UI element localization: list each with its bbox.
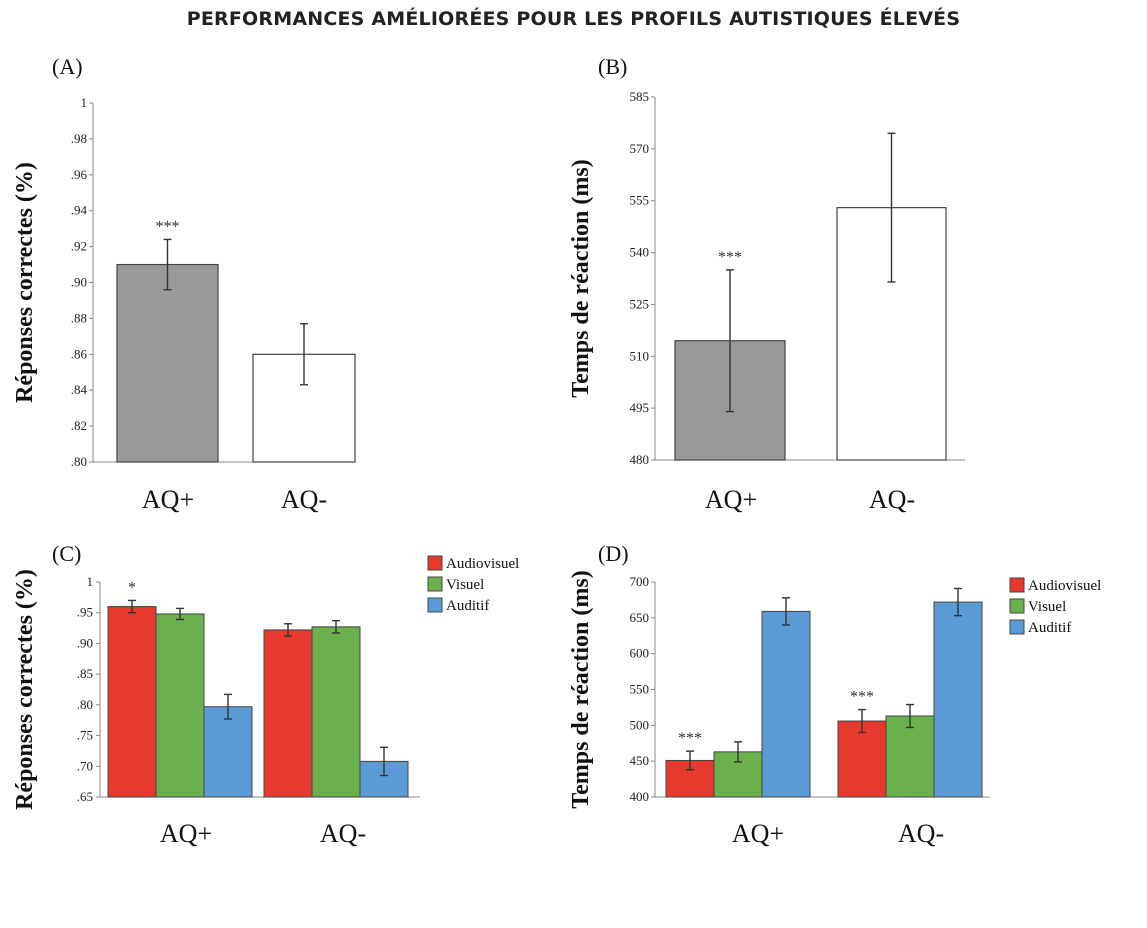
x-category-label: AQ- xyxy=(898,819,944,848)
y-tick-label: .75 xyxy=(77,728,93,743)
legend-swatch xyxy=(427,597,443,613)
y-tick-label: 650 xyxy=(630,610,650,625)
chart-panel-b: (B) 480 495 510 525 540 555 570 585 Temps de réac… xyxy=(568,54,965,514)
x-category-label: AQ- xyxy=(281,485,327,514)
legend-label: Visuel xyxy=(1028,599,1066,615)
legend: Audiovisuel Visuel Auditif xyxy=(427,555,519,614)
bar-auditif xyxy=(203,706,253,798)
y-tick-label: 540 xyxy=(630,245,650,260)
y-axis-title: Réponses correctes (%) xyxy=(12,162,38,403)
y-tick-label: .90 xyxy=(71,275,87,290)
panel-label: (A) xyxy=(52,54,83,79)
y-tick-label: .85 xyxy=(77,666,93,681)
x-category-label: AQ+ xyxy=(705,485,757,514)
y-tick-label: .84 xyxy=(71,382,88,397)
bar-auditif xyxy=(761,610,811,798)
y-tick-label: .65 xyxy=(77,789,93,804)
y-tick-label: .98 xyxy=(71,131,87,146)
y-tick-label: 585 xyxy=(630,89,650,104)
y-tick-label: 510 xyxy=(630,348,650,363)
bar-audiovisuel xyxy=(837,720,887,798)
panel-label: (B) xyxy=(598,54,627,79)
y-tick-label: .82 xyxy=(71,418,87,433)
bar-audiovisuel xyxy=(263,629,313,798)
y-tick-label: .86 xyxy=(71,346,88,361)
y-tick-label: 1 xyxy=(87,574,94,589)
legend-label: Auditif xyxy=(446,598,489,614)
y-tick-label: 555 xyxy=(630,193,650,208)
significance-marker: *** xyxy=(678,730,702,747)
y-tick-label: .80 xyxy=(71,454,87,469)
legend-swatch xyxy=(1009,577,1025,593)
legend-swatch xyxy=(1009,619,1025,635)
x-category-label: AQ- xyxy=(869,485,915,514)
y-axis-title: Temps de réaction (ms) xyxy=(568,159,594,397)
y-tick-label: 525 xyxy=(630,296,650,311)
bar-auditif xyxy=(933,601,983,798)
y-tick-label: 450 xyxy=(630,753,650,768)
y-tick-label: 700 xyxy=(630,574,650,589)
y-tick-label: 600 xyxy=(630,646,650,661)
legend-label: Audiovisuel xyxy=(446,556,519,572)
y-tick-label: 400 xyxy=(630,789,650,804)
legend-label: Auditif xyxy=(1028,620,1071,636)
y-tick-label: .92 xyxy=(71,239,87,254)
bar-visuel xyxy=(311,626,361,798)
bar-audiovisuel xyxy=(107,606,157,798)
figure-title: PERFORMANCES AMÉLIORÉES POUR LES PROFILS… xyxy=(186,8,961,30)
y-tick-label: 1 xyxy=(81,95,88,110)
chart-panel-a: (A) .80 .82 .84 .86 .88 .90 .92 .94 .96 .98 1 Répons… xyxy=(12,54,356,514)
legend-label: Visuel xyxy=(446,577,484,593)
x-category-label: AQ+ xyxy=(142,485,194,514)
panel-label: (C) xyxy=(52,541,81,566)
x-category-label: AQ- xyxy=(320,819,366,848)
significance-marker: *** xyxy=(850,689,874,706)
x-category-label: AQ+ xyxy=(732,819,784,848)
significance-marker: * xyxy=(128,579,136,596)
legend-label: Audiovisuel xyxy=(1028,578,1101,594)
y-tick-label: .90 xyxy=(77,635,93,650)
y-tick-label: .94 xyxy=(71,203,88,218)
y-tick-label: .96 xyxy=(71,167,88,182)
y-tick-label: 570 xyxy=(630,141,650,156)
y-tick-label: .88 xyxy=(71,310,87,325)
y-tick-label: 500 xyxy=(630,717,650,732)
chart-panel-c: (C) .65 .70 .75 .80 .85 .90 .95 1 Réponses correc… xyxy=(12,541,519,848)
legend-swatch xyxy=(1009,598,1025,614)
bar-visuel xyxy=(155,613,205,798)
y-tick-label: .80 xyxy=(77,697,93,712)
significance-marker: *** xyxy=(718,249,742,266)
legend: Audiovisuel Visuel Auditif xyxy=(1009,577,1101,636)
x-category-label: AQ+ xyxy=(160,819,212,848)
bar xyxy=(116,263,219,463)
legend-swatch xyxy=(427,576,443,592)
y-axis-title: Réponses correctes (%) xyxy=(12,569,38,810)
y-tick-label: 495 xyxy=(630,400,650,415)
panel-label: (D) xyxy=(598,541,629,566)
y-tick-label: .95 xyxy=(77,605,93,620)
y-tick-label: 550 xyxy=(630,682,650,697)
y-tick-label: .70 xyxy=(77,758,93,773)
y-tick-label: 480 xyxy=(630,452,650,467)
chart-panel-d: (D) 400 450 500 550 600 650 700 Temps de réactio… xyxy=(568,541,1101,848)
y-axis-title: Temps de réaction (ms) xyxy=(568,570,594,808)
legend-swatch xyxy=(427,555,443,571)
significance-marker: *** xyxy=(156,218,180,235)
